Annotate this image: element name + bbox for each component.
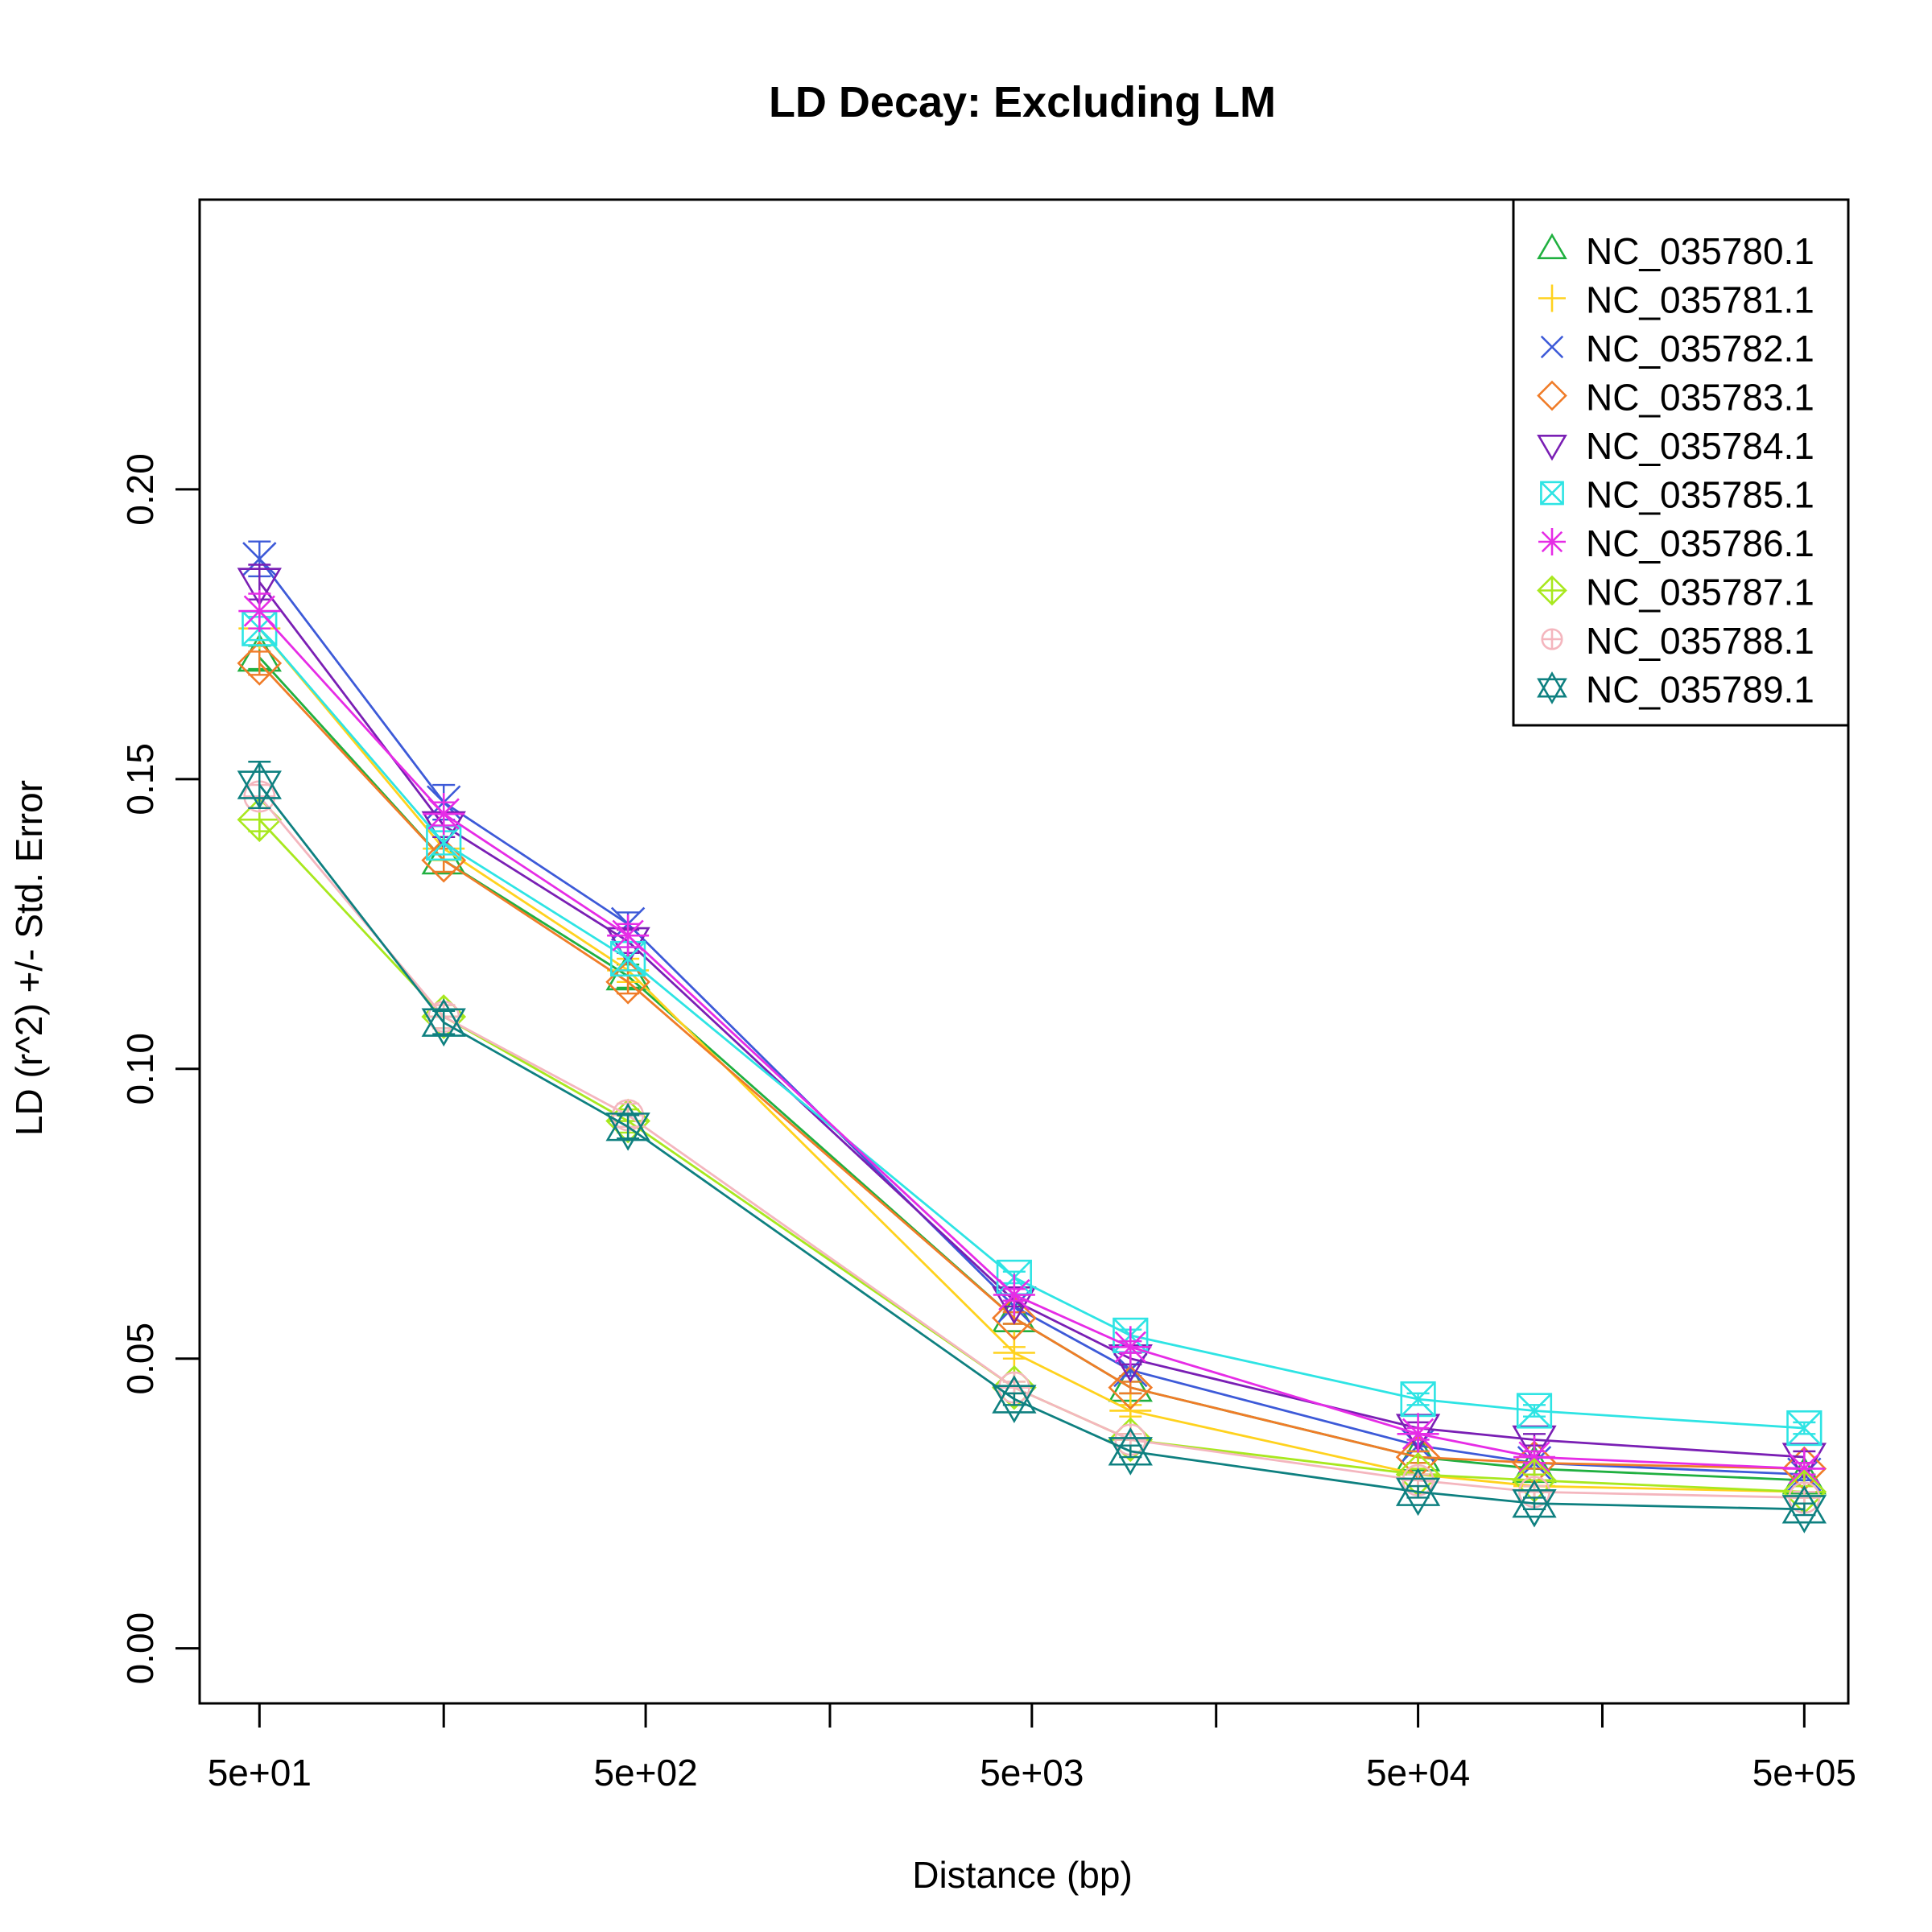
legend-marker (1537, 575, 1567, 606)
x-tick-label: 5e+02 (593, 1752, 697, 1794)
data-point (237, 641, 283, 686)
legend-marker (1540, 335, 1564, 359)
legend-item: NC_035787.1 (1537, 572, 1814, 613)
legend-label: NC_035787.1 (1586, 572, 1814, 613)
data-point (237, 568, 282, 606)
series-line (258, 627, 1805, 1493)
data-point (1108, 1426, 1153, 1476)
series-line (258, 627, 1805, 1430)
data-point (1786, 1410, 1823, 1447)
legend-marker (1537, 671, 1567, 704)
legend-marker (1537, 380, 1567, 411)
data-point (1400, 1381, 1436, 1418)
legend-label: NC_035782.1 (1586, 328, 1814, 369)
legend-item: NC_035788.1 (1541, 620, 1814, 662)
data-point (605, 1102, 650, 1151)
data-point (993, 1274, 1035, 1316)
data-point (421, 998, 466, 1047)
y-tick-label: 0.15 (119, 743, 161, 815)
chart-title: LD Decay: Excluding LM (769, 78, 1276, 126)
legend-label: NC_035784.1 (1586, 425, 1814, 467)
series-line (258, 662, 1805, 1470)
legend-label: NC_035786.1 (1586, 522, 1814, 564)
legend-label: NC_035785.1 (1586, 474, 1814, 516)
data-point (423, 793, 465, 836)
error-bar (1406, 1484, 1430, 1499)
data-point (992, 1294, 1037, 1332)
series-line (258, 581, 1805, 1459)
error-bar (248, 650, 271, 676)
legend-item: NC_035783.1 (1537, 377, 1814, 419)
legend-item: NC_035782.1 (1540, 328, 1814, 369)
y-tick-label: 0.05 (119, 1323, 161, 1395)
y-tick-label: 0.10 (119, 1033, 161, 1105)
series-NC_035789.1 (237, 761, 1827, 1534)
legend-marker (1538, 528, 1566, 555)
x-tick-label: 5e+05 (1752, 1752, 1856, 1794)
plot-area (237, 540, 1827, 1534)
data-point (992, 1295, 1037, 1341)
x-tick-label: 5e+03 (980, 1752, 1084, 1794)
legend-label: NC_035788.1 (1586, 620, 1814, 662)
legend-label: NC_035781.1 (1586, 279, 1814, 321)
series-NC_035785.1 (242, 610, 1823, 1447)
data-point (992, 1375, 1037, 1423)
data-point (1108, 1364, 1154, 1410)
x-axis-label: Distance (bp) (912, 1854, 1133, 1896)
legend-item: NC_035786.1 (1538, 522, 1814, 564)
series-line (258, 784, 1805, 1511)
series-NC_035788.1 (243, 780, 1821, 1514)
legend-marker (1541, 628, 1563, 650)
series-NC_035781.1 (238, 607, 1826, 1513)
error-bar (617, 1114, 640, 1140)
error-bar (1523, 1496, 1546, 1511)
data-point (1397, 1413, 1439, 1455)
data-point (1109, 1326, 1152, 1368)
y-axis: 0.00 0.05 0.10 0.15 0.20 (119, 453, 201, 1685)
legend-label: NC_035780.1 (1586, 230, 1814, 272)
data-point (421, 837, 467, 883)
error-bar (1002, 1392, 1026, 1406)
legend-box (1512, 198, 1850, 727)
legend-label: NC_035789.1 (1586, 669, 1814, 711)
data-point (1781, 1484, 1827, 1534)
x-tick-label: 5e+01 (208, 1752, 312, 1794)
legend-item: NC_035785.1 (1540, 474, 1814, 516)
legend: NC_035780.1 NC_035781.1 NC_035782.1 NC_0357… (1512, 198, 1850, 727)
x-axis: 5e+01 5e+02 5e+03 5e+04 5e+05 (208, 1702, 1856, 1794)
legend-label: NC_035783.1 (1586, 377, 1814, 419)
error-bar (1119, 1444, 1142, 1459)
x-tick-label: 5e+04 (1366, 1752, 1470, 1794)
legend-item: NC_035781.1 (1538, 279, 1814, 321)
data-point (1512, 1479, 1557, 1528)
legend-item: NC_035789.1 (1537, 669, 1814, 711)
series-line (258, 656, 1805, 1482)
y-axis-label: LD (r^2) +/- Std. Error (8, 780, 50, 1136)
legend-marker (1538, 284, 1566, 312)
data-point (1395, 1468, 1441, 1517)
data-point (237, 761, 282, 809)
series-NC_035780.1 (237, 633, 1827, 1495)
legend-item: NC_035780.1 (1537, 230, 1814, 272)
legend-item: NC_035784.1 (1537, 425, 1814, 467)
y-tick-label: 0.20 (119, 453, 161, 526)
data-point (607, 914, 650, 957)
y-tick-label: 0.00 (119, 1612, 161, 1685)
legend-marker (1537, 233, 1567, 260)
error-bar (1793, 1502, 1816, 1517)
legend-marker (1540, 481, 1564, 506)
data-point (1516, 1393, 1553, 1429)
legend-marker (1537, 434, 1567, 461)
data-point (238, 590, 281, 633)
series-line (258, 610, 1805, 1470)
error-bar (432, 1009, 456, 1035)
